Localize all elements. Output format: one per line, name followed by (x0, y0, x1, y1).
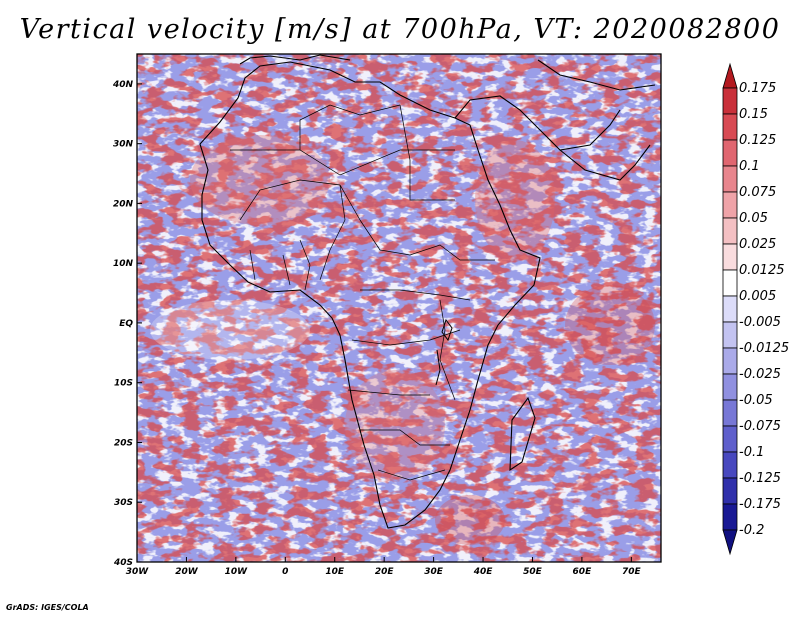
lon-tick-label: 0 (282, 567, 288, 577)
lake-features (435, 318, 453, 386)
colorbar-swatch (722, 373, 738, 401)
colorbar-swatch (722, 477, 738, 505)
colorbar-level-label: -0.025 (739, 367, 781, 382)
colorbar-swatch (722, 269, 738, 297)
colorbar-level-label: 0.05 (739, 211, 768, 226)
colorbar-swatch (722, 425, 738, 453)
lon-tick-label: 20E (375, 567, 395, 577)
grads-credit: GrADS: IGES/COLA (6, 603, 89, 612)
colorbar-level-label: 0.005 (739, 289, 776, 304)
colorbar-swatch (722, 87, 738, 115)
lon-tick-label: 70E (622, 567, 642, 577)
colorbar-level-label: 0.025 (739, 237, 776, 252)
lon-tick-label: 10E (325, 567, 345, 577)
lon-tick-label: 40E (473, 567, 494, 577)
colorbar-level-label: 0.175 (739, 81, 776, 96)
colorbar-swatch (722, 191, 738, 219)
longitude-axis: 30W 20W 10W 0 10E 20E 30E 40E 50E 60E 70E (126, 557, 642, 577)
colorbar-swatch (722, 451, 738, 479)
colorbar-level-label: -0.2 (739, 523, 764, 538)
colorbar-swatch (722, 217, 738, 245)
plot-frame (136, 53, 662, 563)
lat-tick-label: EQ (119, 319, 133, 329)
colorbar-level-label: -0.005 (739, 315, 781, 330)
lon-tick-label: 10W (225, 567, 249, 577)
colorbar: 0.175 0.15 0.125 0.1 0.075 0.05 0.025 0.0125 0.0… (722, 62, 789, 556)
lat-tick-label: 20S (114, 438, 133, 448)
colorbar-level-label: 0.15 (739, 107, 768, 122)
colorbar-level-label: 0.125 (739, 133, 776, 148)
lat-tick-label: 40N (112, 80, 134, 90)
lon-tick-label: 30E (424, 567, 444, 577)
colorbar-swatch (722, 321, 738, 349)
colorbar-top-arrow (722, 62, 738, 89)
colorbar-swatch (722, 113, 738, 141)
colorbar-level-label: 0.0125 (739, 263, 785, 278)
country-borders (230, 104, 495, 481)
chart-title: Vertical velocity [m/s] at 700hPa, VT: 2… (19, 14, 781, 45)
velocity-field (137, 54, 661, 562)
lat-tick-label: 40S (113, 558, 133, 568)
lat-tick-label: 10S (114, 379, 133, 389)
colorbar-level-label: 0.1 (739, 159, 760, 174)
colorbar-level-label: -0.075 (739, 419, 781, 434)
colorbar-level-label: -0.0125 (739, 341, 789, 356)
colorbar-swatch (722, 295, 738, 323)
lon-tick-label: 50E (523, 567, 543, 577)
colorbar-level-label: -0.05 (739, 393, 773, 408)
colorbar-swatch (722, 347, 738, 375)
colorbar-swatch (722, 243, 738, 271)
latitude-axis: 40N 30N 20N 10N EQ 10S 20S 30S 40S (112, 80, 142, 568)
colorbar-level-label: -0.125 (739, 471, 781, 486)
lon-tick-label: 20W (175, 567, 199, 577)
colorbar-bottom-arrow (722, 529, 738, 556)
colorbar-level-label: -0.1 (739, 445, 764, 460)
colorbar-level-label: -0.175 (739, 497, 781, 512)
lon-tick-label: 30W (126, 567, 150, 577)
colorbar-swatch (722, 399, 738, 427)
colorbar-swatch (722, 503, 738, 531)
colorbar-swatch (722, 165, 738, 193)
lat-tick-label: 30S (114, 498, 133, 508)
colorbar-swatch (722, 139, 738, 167)
lon-tick-label: 60E (573, 567, 593, 577)
lat-tick-label: 30N (113, 140, 134, 150)
colorbar-level-label: 0.075 (739, 185, 776, 200)
coastlines (199, 54, 656, 529)
lat-tick-label: 20N (113, 199, 134, 209)
lat-tick-label: 10N (113, 259, 134, 269)
